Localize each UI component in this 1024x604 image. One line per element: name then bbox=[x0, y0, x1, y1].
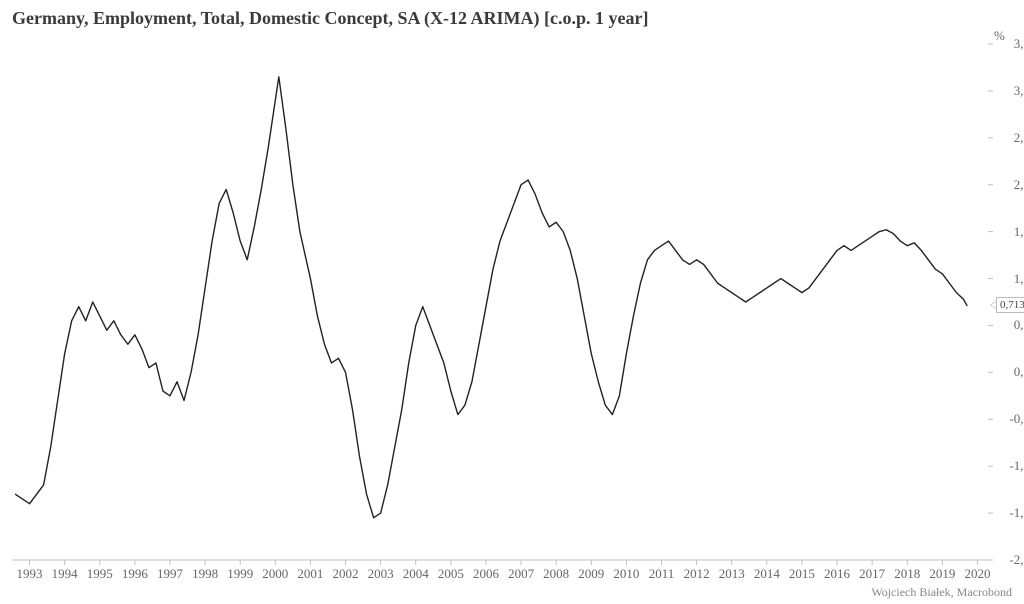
y-tick-label: -0,5 bbox=[990, 411, 1024, 427]
x-tick-label: 2012 bbox=[684, 566, 710, 582]
x-tick-label: 1999 bbox=[227, 566, 253, 582]
x-tick-label: 2010 bbox=[613, 566, 639, 582]
x-tick-label: 2006 bbox=[473, 566, 499, 582]
x-tick-label: 1996 bbox=[122, 566, 148, 582]
y-tick-label: 2,0 bbox=[990, 177, 1024, 193]
x-tick-label: 2007 bbox=[508, 566, 534, 582]
x-tick-label: 1995 bbox=[87, 566, 113, 582]
x-tick-label: 2020 bbox=[964, 566, 990, 582]
x-tick-label: 2005 bbox=[438, 566, 464, 582]
x-tick-label: 2019 bbox=[929, 566, 955, 582]
y-tick-label: 3,5 bbox=[990, 36, 1024, 52]
x-tick-label: 2004 bbox=[403, 566, 429, 582]
x-tick-label: 2002 bbox=[333, 566, 359, 582]
x-tick-label: 2011 bbox=[649, 566, 675, 582]
x-tick-label: 2003 bbox=[368, 566, 394, 582]
x-tick-label: 2001 bbox=[297, 566, 323, 582]
x-tick-label: 2018 bbox=[894, 566, 920, 582]
x-tick-label: 2017 bbox=[859, 566, 885, 582]
y-tick-label: 0,5 bbox=[990, 317, 1024, 333]
x-tick-label: 1998 bbox=[192, 566, 218, 582]
x-tick-label: 2013 bbox=[719, 566, 745, 582]
y-tick-label: -1,0 bbox=[990, 458, 1024, 474]
x-tick-label: 2015 bbox=[789, 566, 815, 582]
last-value-callout: 0,713 bbox=[996, 297, 1024, 313]
series-line bbox=[16, 77, 967, 518]
y-tick-label: 3,0 bbox=[990, 83, 1024, 99]
x-tick-label: 1993 bbox=[17, 566, 43, 582]
x-tick-label: 2014 bbox=[754, 566, 780, 582]
y-tick-label: -1,5 bbox=[990, 505, 1024, 521]
chart-container: Germany, Employment, Total, Domestic Con… bbox=[0, 0, 1024, 604]
last-value-callout-arrow bbox=[990, 301, 996, 309]
y-tick-label: -2,0 bbox=[990, 552, 1024, 568]
y-tick-label: 1,5 bbox=[990, 224, 1024, 240]
x-tick-label: 2009 bbox=[578, 566, 604, 582]
x-tick-label: 2000 bbox=[262, 566, 288, 582]
y-tick-label: 2,5 bbox=[990, 130, 1024, 146]
y-tick-label: 1,0 bbox=[990, 271, 1024, 287]
y-tick-label: 0,0 bbox=[990, 364, 1024, 380]
credit-text: Wojciech Białek, Macrobond bbox=[871, 585, 1012, 600]
chart-svg bbox=[0, 0, 1024, 604]
x-tick-label: 2016 bbox=[824, 566, 850, 582]
x-tick-label: 1997 bbox=[157, 566, 183, 582]
x-tick-label: 1994 bbox=[52, 566, 78, 582]
x-tick-label: 2008 bbox=[543, 566, 569, 582]
